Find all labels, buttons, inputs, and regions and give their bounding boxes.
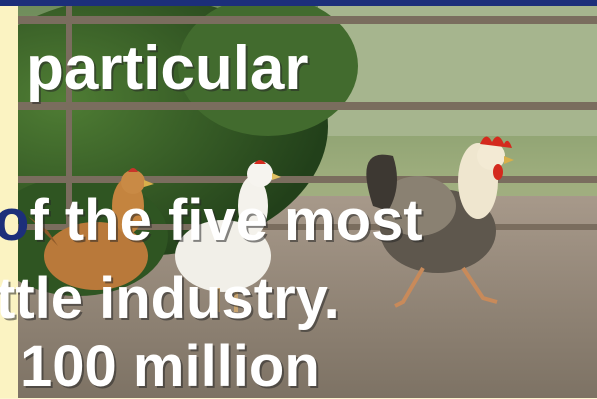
caption-line-2: of the five most [0,192,423,250]
caption-line-2-text: f the five most [29,188,423,253]
fence [18,6,597,246]
slide-top-bar [0,0,597,6]
caption-line-4-text: 100 million [20,334,320,399]
brown-hen [28,168,154,290]
chicken-photo [18,6,597,398]
caption-line-2-prefix: o [0,188,30,253]
white-hen [175,160,281,312]
caption-line-1: particular [26,38,309,100]
photo-illustration [18,6,597,398]
caption-line-3-text: ttle industry. [0,266,340,331]
caption-line-3: ttle industry. [0,270,340,328]
slide-background-strip [0,0,18,398]
caption-line-1-text: particular [26,34,309,103]
rooster [366,136,514,308]
caption-line-4: 100 million [20,338,320,396]
